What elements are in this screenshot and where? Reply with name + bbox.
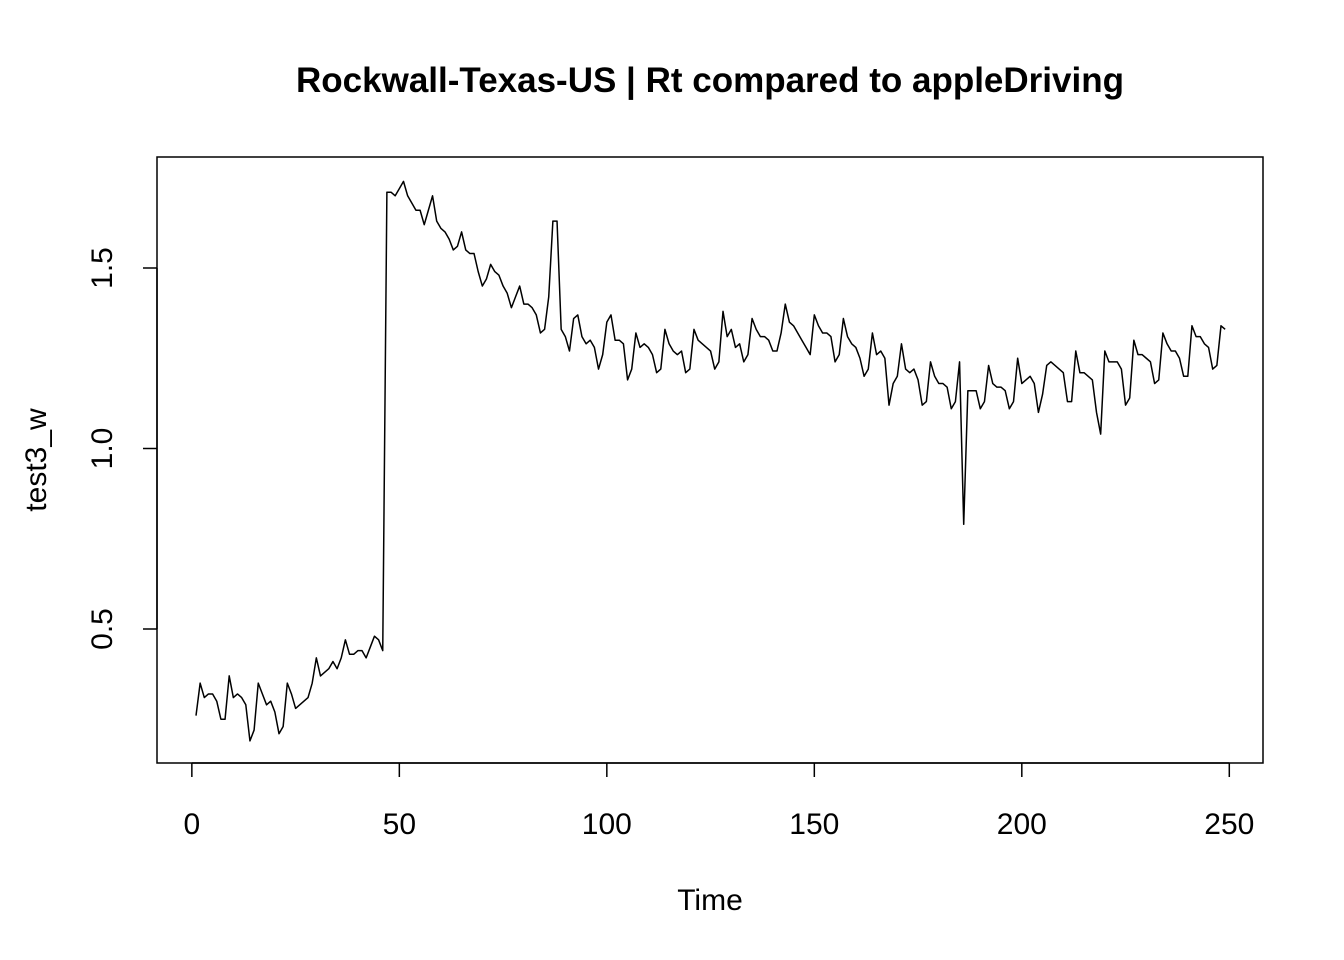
y-tick-label: 0.5 (86, 608, 119, 650)
x-axis-label: Time (677, 884, 743, 917)
y-axis-label: test3_w (20, 408, 53, 512)
x-tick-label: 200 (997, 808, 1047, 841)
plot-frame (157, 157, 1263, 763)
series-line (196, 181, 1225, 741)
x-tick-label: 150 (789, 808, 839, 841)
y-tick-label: 1.5 (86, 247, 119, 289)
x-tick-label: 250 (1204, 808, 1254, 841)
x-tick-label: 0 (184, 808, 201, 841)
chart-title: Rockwall-Texas-US | Rt compared to apple… (296, 61, 1124, 100)
x-axis: 0 50 100 150 200 250 (184, 763, 1255, 841)
y-tick-label: 1.0 (86, 428, 119, 470)
x-tick-label: 50 (383, 808, 416, 841)
x-tick-label: 100 (582, 808, 632, 841)
y-axis: 0.5 1.0 1.5 (86, 247, 157, 650)
